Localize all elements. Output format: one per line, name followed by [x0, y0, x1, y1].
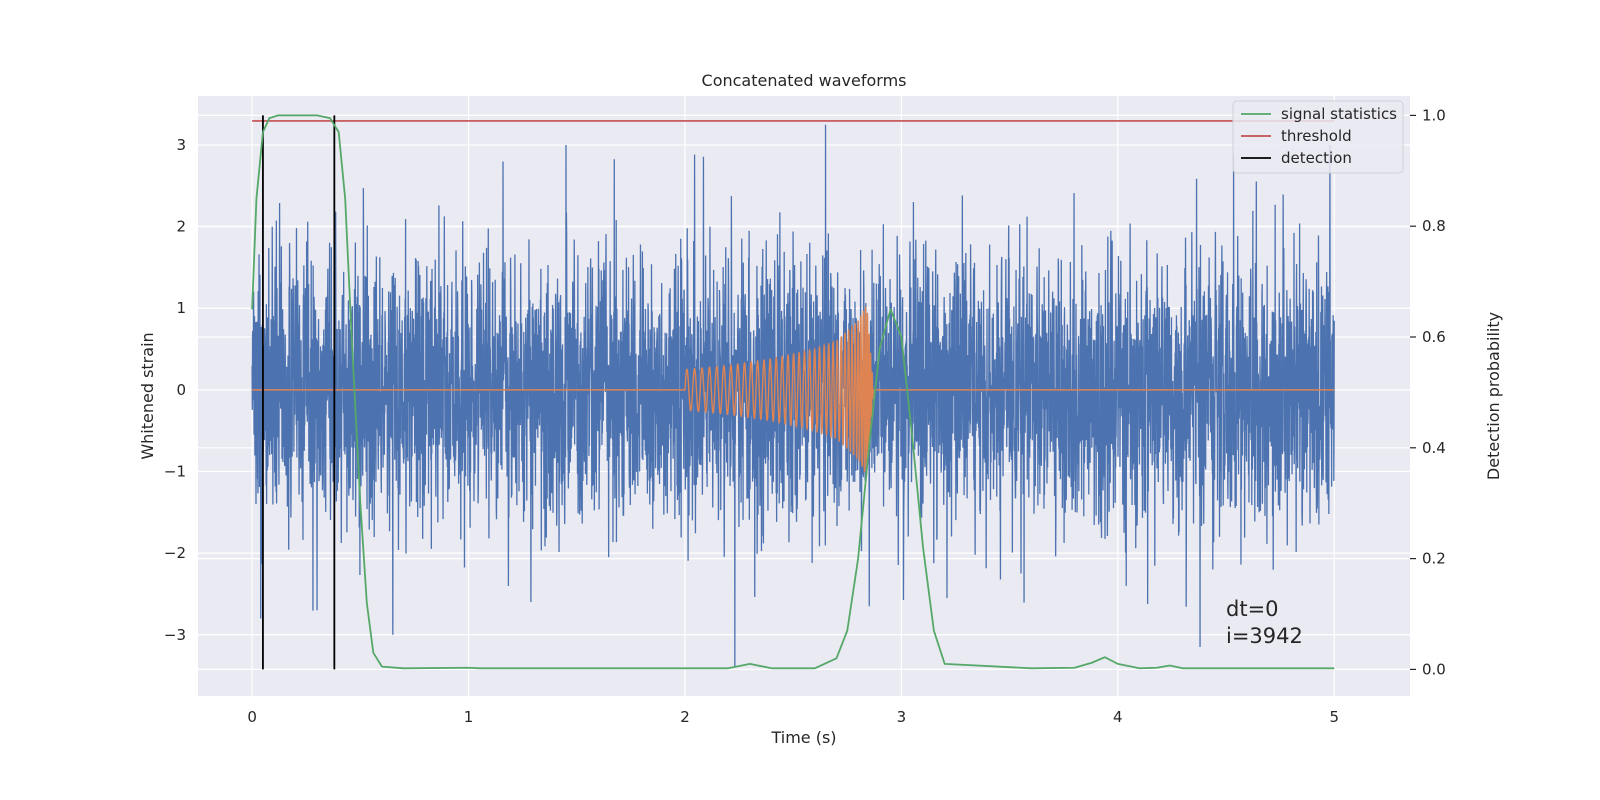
- x-tick-label: 4: [1113, 708, 1123, 726]
- x-tick-label: 5: [1329, 708, 1339, 726]
- annotation-index: i=3942: [1226, 624, 1303, 648]
- x-axis-label: Time (s): [770, 728, 836, 747]
- y2-tick-label: 0.4: [1422, 439, 1446, 457]
- chirp-series-line: [252, 306, 1335, 475]
- y-axis-label: Whitened strain: [138, 332, 157, 459]
- chart-title: Concatenated waveforms: [702, 71, 907, 90]
- y2-tick-label: 0.2: [1422, 550, 1446, 568]
- y2-tick-label: 0.8: [1422, 217, 1446, 235]
- legend-entry-signal-statistics: signal statistics: [1281, 105, 1397, 123]
- y-tick-label: −3: [164, 626, 186, 644]
- y2-tick-label: 0.0: [1422, 660, 1446, 678]
- legend: signal statistics threshold detection: [1232, 100, 1404, 174]
- noise-series-line: [251, 124, 1335, 668]
- y2-axis-label: Detection probability: [1484, 312, 1503, 480]
- legend-box: [1232, 100, 1404, 174]
- y2-tick-label: 1.0: [1422, 106, 1446, 124]
- y-tick-label: 2: [176, 218, 186, 236]
- x-tick-label: 0: [247, 708, 257, 726]
- signal-statistics-line: [251, 114, 1335, 670]
- annotation-dt: dt=0: [1226, 597, 1279, 621]
- legend-entry-detection: detection: [1281, 149, 1352, 167]
- plot-layer: [251, 114, 1335, 670]
- y2-tick-label: 0.6: [1422, 328, 1446, 346]
- y-tick-label: 1: [176, 299, 186, 317]
- y-tick-label: −1: [164, 463, 186, 481]
- tick-labels: 0 1 2 3 4 5 −3 −2 −1 0 1 2 3 0.0 0.2 0.4 0.6 0.8 1.0: [164, 106, 1446, 726]
- legend-entry-threshold: threshold: [1281, 127, 1352, 145]
- y-tick-label: −2: [164, 544, 186, 562]
- y-tick-label: 3: [176, 136, 186, 154]
- x-tick-label: 1: [464, 708, 474, 726]
- y-tick-label: 0: [176, 381, 186, 399]
- x-tick-label: 3: [897, 708, 907, 726]
- x-tick-label: 2: [680, 708, 690, 726]
